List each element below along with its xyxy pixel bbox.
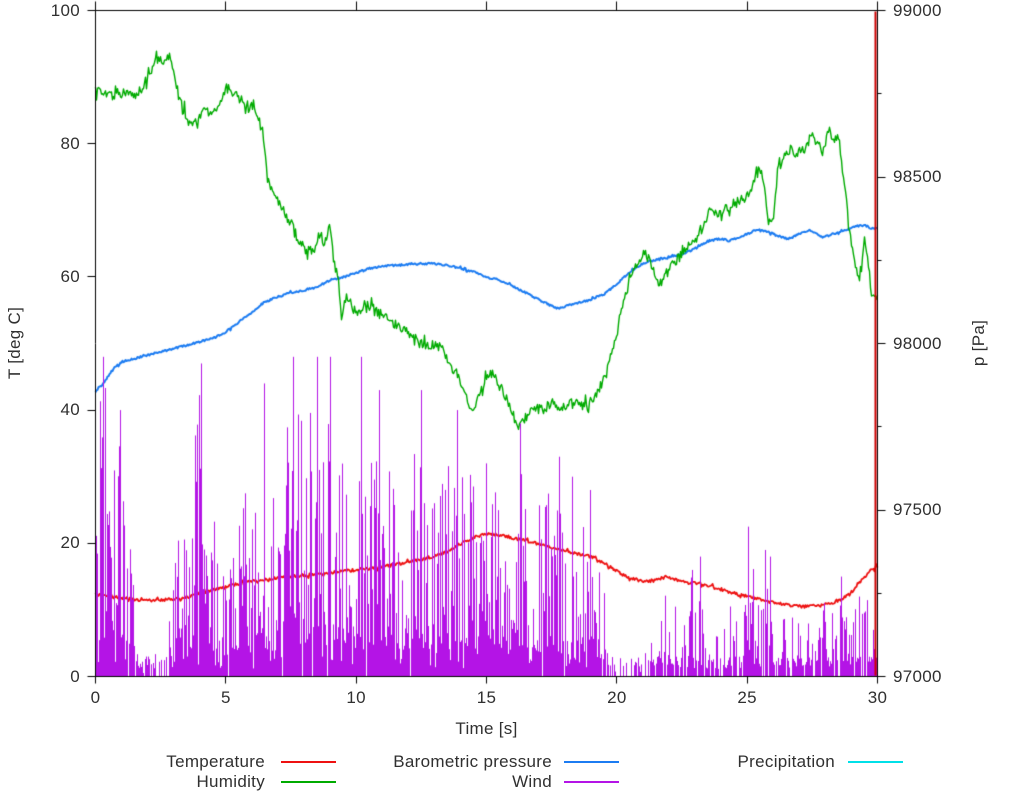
x-tick-label: 25 bbox=[737, 688, 757, 707]
legend-label-wind: Wind bbox=[512, 772, 552, 791]
y-right-tick-label: 98500 bbox=[893, 167, 942, 186]
x-tick-label: 15 bbox=[476, 688, 497, 707]
x-tick-label: 20 bbox=[607, 688, 627, 707]
x-tick-label: 0 bbox=[90, 688, 101, 707]
y-left-tick-label: 40 bbox=[60, 400, 80, 420]
legend-label-precipitation: Precipitation bbox=[737, 752, 835, 771]
x-tick-label: 30 bbox=[867, 688, 888, 707]
y-left-tick-label: 100 bbox=[50, 0, 80, 20]
y-right-tick-label: 99000 bbox=[893, 0, 942, 20]
legend-label-humidity: Humidity bbox=[196, 772, 265, 791]
x-axis-title: Time [s] bbox=[455, 719, 518, 738]
legend-label-barometric-pressure: Barometric pressure bbox=[393, 752, 552, 771]
legend-line-wind bbox=[564, 781, 619, 783]
legend-line-precipitation bbox=[848, 761, 903, 763]
y-left-tick-label: 0 bbox=[70, 666, 80, 686]
y-left-tick-label: 80 bbox=[60, 133, 80, 153]
y-right-tick-label: 97000 bbox=[893, 666, 942, 686]
x-tick-label: 5 bbox=[220, 688, 231, 707]
y-left-axis-title: T [deg C] bbox=[5, 306, 24, 380]
y-left-tick-label: 60 bbox=[60, 266, 80, 286]
legend-line-barometric-pressure bbox=[564, 761, 619, 763]
legend-line-temperature bbox=[281, 761, 336, 763]
y-right-tick-label: 98000 bbox=[893, 333, 942, 353]
legend-label-temperature: Temperature bbox=[166, 752, 265, 771]
y-right-tick-label: 97500 bbox=[893, 500, 942, 519]
x-tick-label: 10 bbox=[346, 688, 366, 707]
legend-line-humidity bbox=[281, 781, 336, 783]
y-left-tick-label: 20 bbox=[60, 533, 80, 553]
